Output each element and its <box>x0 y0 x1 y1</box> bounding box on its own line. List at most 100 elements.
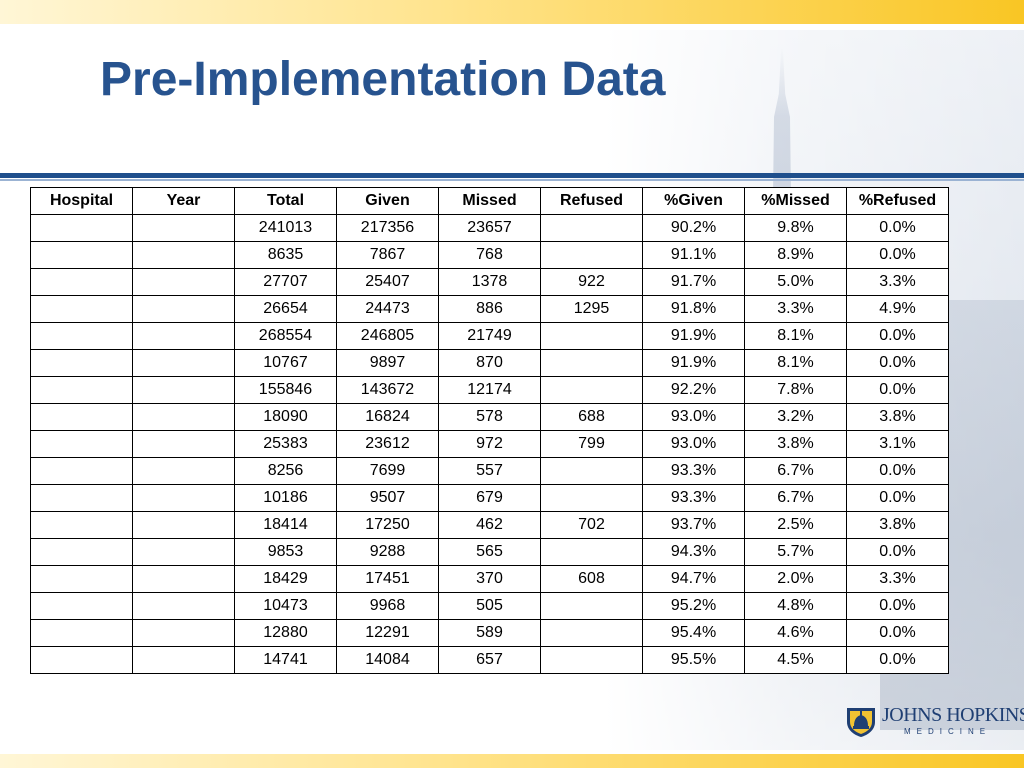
cell-refused <box>540 484 643 512</box>
cell-given: 7699 <box>336 457 439 485</box>
table-row: 18414 17250 462 702 93.7% 2.5% 3.8% <box>30 511 949 539</box>
cell-pct-given: 94.3% <box>642 538 745 566</box>
table-row: 27707 25407 1378 922 91.7% 5.0% 3.3% <box>30 268 949 296</box>
table-row: 26654 24473 886 1295 91.8% 3.3% 4.9% <box>30 295 949 323</box>
cell-hospital <box>30 484 133 512</box>
cell-pct-refused: 0.0% <box>846 484 949 512</box>
table-row: 10767 9897 870 91.9% 8.1% 0.0% <box>30 349 949 377</box>
cell-year <box>132 430 235 458</box>
cell-pct-given: 95.4% <box>642 619 745 647</box>
cell-given: 17250 <box>336 511 439 539</box>
cell-missed: 1378 <box>438 268 541 296</box>
cell-pct-refused: 0.0% <box>846 349 949 377</box>
cell-pct-given: 91.9% <box>642 322 745 350</box>
header-pct-refused: %Refused <box>846 187 949 215</box>
title-divider-accent <box>0 179 1024 181</box>
cell-refused <box>540 214 643 242</box>
header-total: Total <box>234 187 337 215</box>
cell-pct-missed: 5.0% <box>744 268 847 296</box>
table-row: 268554 246805 21749 91.9% 8.1% 0.0% <box>30 322 949 350</box>
cell-pct-given: 93.3% <box>642 457 745 485</box>
cell-hospital <box>30 538 133 566</box>
header-pct-given: %Given <box>642 187 745 215</box>
cell-total: 12880 <box>234 619 337 647</box>
cell-given: 25407 <box>336 268 439 296</box>
cell-total: 155846 <box>234 376 337 404</box>
cell-hospital <box>30 403 133 431</box>
cell-missed: 768 <box>438 241 541 269</box>
cell-pct-refused: 0.0% <box>846 376 949 404</box>
cell-total: 27707 <box>234 268 337 296</box>
cell-pct-given: 93.3% <box>642 484 745 512</box>
cell-total: 25383 <box>234 430 337 458</box>
cell-year <box>132 322 235 350</box>
cell-total: 8635 <box>234 241 337 269</box>
cell-year <box>132 295 235 323</box>
cell-missed: 886 <box>438 295 541 323</box>
bottom-gold-band <box>0 754 1024 768</box>
table-row: 25383 23612 972 799 93.0% 3.8% 3.1% <box>30 430 949 458</box>
table-row: 241013 217356 23657 90.2% 9.8% 0.0% <box>30 214 949 242</box>
table-row: 155846 143672 12174 92.2% 7.8% 0.0% <box>30 376 949 404</box>
cell-refused: 922 <box>540 268 643 296</box>
header-year: Year <box>132 187 235 215</box>
header-missed: Missed <box>438 187 541 215</box>
cell-refused <box>540 376 643 404</box>
table-row: 8635 7867 768 91.1% 8.9% 0.0% <box>30 241 949 269</box>
cell-pct-refused: 4.9% <box>846 295 949 323</box>
cell-total: 26654 <box>234 295 337 323</box>
cell-pct-refused: 3.8% <box>846 403 949 431</box>
cell-hospital <box>30 268 133 296</box>
cell-missed: 972 <box>438 430 541 458</box>
cell-missed: 565 <box>438 538 541 566</box>
cell-total: 10186 <box>234 484 337 512</box>
cell-missed: 589 <box>438 619 541 647</box>
cell-given: 246805 <box>336 322 439 350</box>
cell-pct-missed: 6.7% <box>744 457 847 485</box>
cell-refused <box>540 646 643 674</box>
cell-year <box>132 592 235 620</box>
cell-pct-given: 93.7% <box>642 511 745 539</box>
cell-refused: 799 <box>540 430 643 458</box>
cell-total: 18429 <box>234 565 337 593</box>
cell-missed: 578 <box>438 403 541 431</box>
cell-hospital <box>30 592 133 620</box>
cell-missed: 462 <box>438 511 541 539</box>
cell-year <box>132 619 235 647</box>
cell-given: 9968 <box>336 592 439 620</box>
cell-year <box>132 214 235 242</box>
cell-year <box>132 565 235 593</box>
cell-refused: 702 <box>540 511 643 539</box>
header-refused: Refused <box>540 187 643 215</box>
cell-missed: 21749 <box>438 322 541 350</box>
table-body: 241013 217356 23657 90.2% 9.8% 0.0% 8635 7867 76… <box>30 214 949 674</box>
header-pct-missed: %Missed <box>744 187 847 215</box>
cell-pct-missed: 4.5% <box>744 646 847 674</box>
cell-given: 143672 <box>336 376 439 404</box>
cell-refused <box>540 538 643 566</box>
cell-given: 9288 <box>336 538 439 566</box>
cell-pct-refused: 0.0% <box>846 619 949 647</box>
cell-year <box>132 484 235 512</box>
cell-total: 18414 <box>234 511 337 539</box>
cell-pct-refused: 0.0% <box>846 241 949 269</box>
cell-pct-missed: 3.2% <box>744 403 847 431</box>
cell-total: 14741 <box>234 646 337 674</box>
top-gold-band <box>0 0 1024 24</box>
cell-pct-refused: 3.1% <box>846 430 949 458</box>
cell-pct-refused: 0.0% <box>846 538 949 566</box>
data-table: Hospital Year Total Given Missed Refused… <box>30 187 949 674</box>
cell-missed: 505 <box>438 592 541 620</box>
cell-missed: 870 <box>438 349 541 377</box>
cell-pct-given: 90.2% <box>642 214 745 242</box>
cell-missed: 679 <box>438 484 541 512</box>
cell-pct-given: 93.0% <box>642 430 745 458</box>
cell-given: 12291 <box>336 619 439 647</box>
cell-hospital <box>30 349 133 377</box>
cell-pct-missed: 6.7% <box>744 484 847 512</box>
cell-year <box>132 403 235 431</box>
cell-pct-given: 92.2% <box>642 376 745 404</box>
cell-total: 10473 <box>234 592 337 620</box>
cell-total: 10767 <box>234 349 337 377</box>
table-row: 14741 14084 657 95.5% 4.5% 0.0% <box>30 646 949 674</box>
